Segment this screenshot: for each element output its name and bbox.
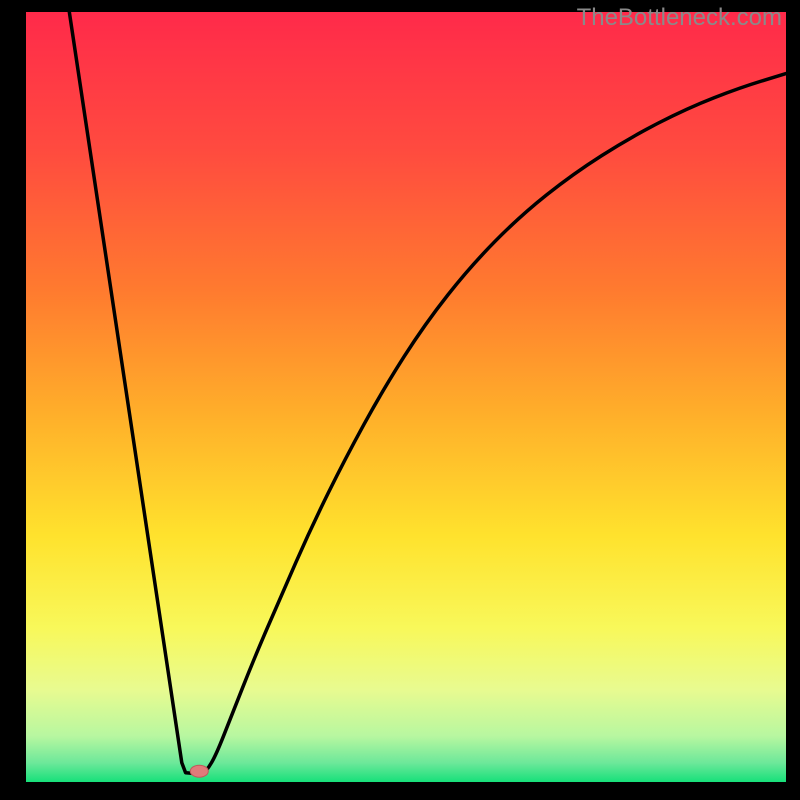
watermark-text: TheBottleneck.com	[577, 4, 782, 32]
chart-frame: TheBottleneck.com	[0, 0, 800, 800]
gradient-background	[26, 12, 786, 782]
optimum-marker	[190, 765, 208, 777]
plot-svg	[26, 12, 786, 782]
plot-area	[26, 12, 786, 782]
